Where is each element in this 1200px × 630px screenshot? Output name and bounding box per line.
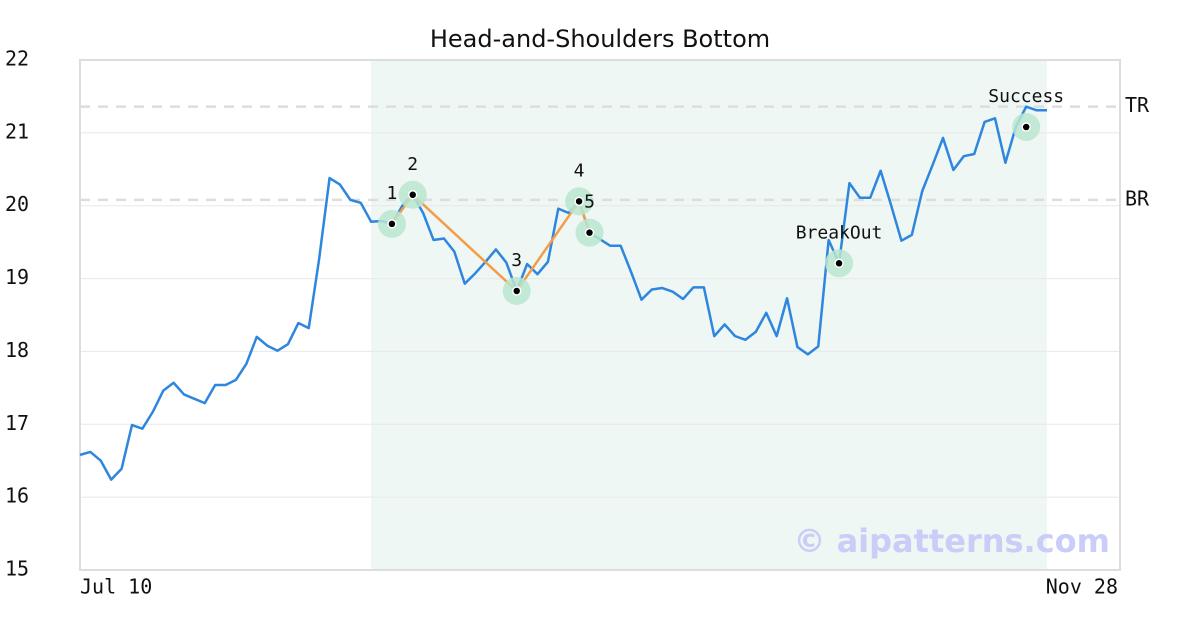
watermark: © aipatterns.com	[793, 522, 1110, 560]
y-tick-label: 20	[5, 192, 29, 216]
pattern-point-label: 1	[387, 183, 398, 204]
pattern-point-label: 2	[407, 154, 418, 175]
event-point-label: BreakOut	[796, 222, 883, 243]
event-point-dot	[1021, 122, 1031, 132]
event-point-dot	[834, 258, 844, 269]
y-tick-label: 21	[5, 119, 29, 143]
y-tick-label: 22	[5, 47, 29, 71]
y-tick-label: 16	[5, 484, 29, 508]
pattern-point-dot	[574, 196, 584, 207]
y-tick-label: 19	[5, 265, 29, 289]
pattern-point-dot	[584, 227, 595, 238]
pattern-point-dot	[407, 190, 418, 200]
x-tick-label: Nov 28	[1046, 575, 1118, 599]
level-label: TR	[1125, 93, 1150, 117]
y-tick-label: 15	[5, 557, 29, 581]
pattern-point-label: 5	[584, 192, 595, 213]
pattern-point-label: 3	[511, 250, 522, 271]
pattern-point-label: 4	[574, 160, 585, 181]
event-point-label: Success	[988, 86, 1064, 107]
level-label: BR	[1125, 186, 1150, 210]
price-line	[79, 105, 1047, 481]
y-tick-label: 18	[5, 338, 29, 362]
chart-title: Head-and-Shoulders Bottom	[430, 25, 770, 53]
pattern-point-dot	[511, 286, 522, 296]
pattern-point-dot	[387, 219, 397, 229]
y-tick-label: 17	[5, 411, 29, 435]
x-tick-label: Jul 10	[80, 575, 152, 599]
plot-frame	[79, 59, 1121, 571]
